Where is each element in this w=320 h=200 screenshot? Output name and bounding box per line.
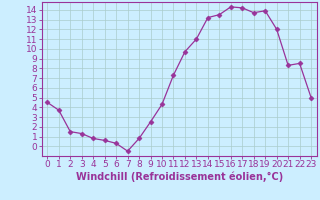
X-axis label: Windchill (Refroidissement éolien,°C): Windchill (Refroidissement éolien,°C): [76, 172, 283, 182]
